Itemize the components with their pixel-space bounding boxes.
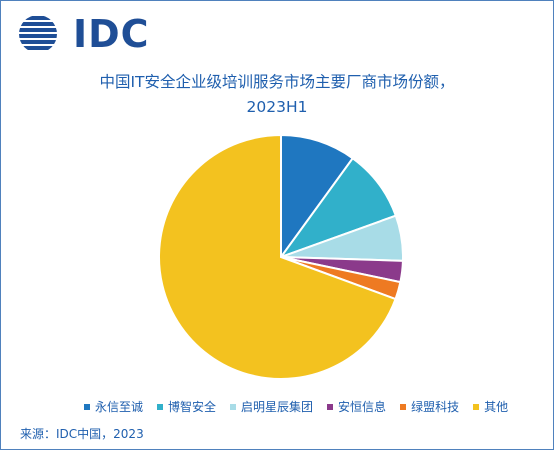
pie-slice-6	[158, 133, 397, 380]
legend-swatch	[230, 403, 237, 410]
logo-text: IDC	[73, 12, 150, 56]
legend-swatch	[327, 403, 334, 410]
pie-slice-1	[280, 133, 355, 261]
legend-swatch	[400, 403, 407, 410]
legend-label: 永信至诚	[95, 400, 144, 414]
legend-label: 博智安全	[168, 400, 217, 414]
legend-label: 安恒信息	[338, 400, 387, 414]
idc-logo: IDC	[16, 12, 149, 56]
source-note: 来源：IDC中国，2023	[20, 427, 144, 441]
legend-label: 其他	[484, 400, 509, 414]
legend-item: 安恒信息	[327, 398, 386, 415]
chart-legend: 永信至诚 博智安全 启明星辰集团 安恒信息 绿盟科技 其他	[84, 398, 508, 415]
legend-item: 其他	[473, 398, 508, 415]
legend-item: 启明星辰集团	[230, 398, 313, 415]
legend-swatch	[157, 403, 164, 410]
legend-label: 绿盟科技	[411, 400, 460, 414]
chart-title-line1: 中国IT安全企业级培训服务市场主要厂商市场份额，	[99, 73, 455, 91]
chart-title: 中国IT安全企业级培训服务市场主要厂商市场份额， 2023H1	[0, 70, 554, 120]
legend-item: 博智安全	[157, 398, 216, 415]
globe-icon	[19, 16, 57, 50]
legend-item: 永信至诚	[84, 398, 143, 415]
pie-chart	[158, 133, 404, 380]
legend-item: 绿盟科技	[400, 398, 459, 415]
pie-slices	[158, 133, 404, 380]
legend-swatch	[473, 403, 480, 410]
legend-label: 启明星辰集团	[241, 400, 314, 414]
chart-title-line2: 2023H1	[246, 98, 308, 116]
legend-swatch	[84, 403, 90, 410]
